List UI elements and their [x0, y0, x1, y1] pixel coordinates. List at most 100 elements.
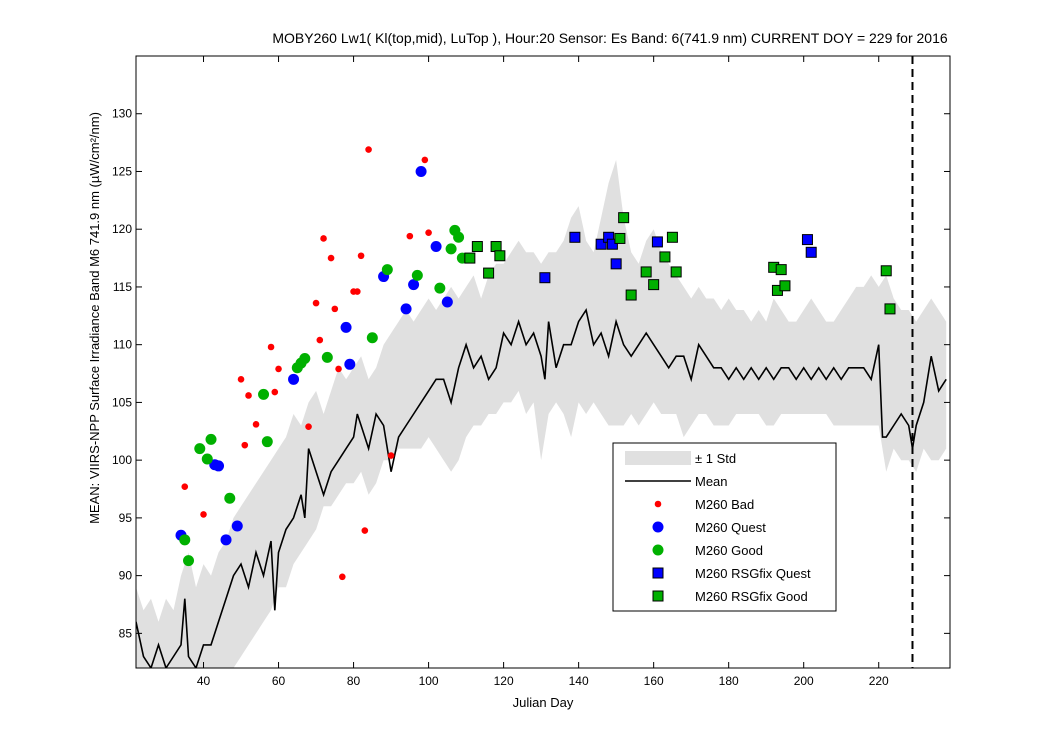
rsgfix-good-point: [614, 232, 626, 244]
legend-swatch-quest: [652, 521, 664, 533]
rsgfix-quest-point: [801, 234, 813, 246]
good-point: [183, 555, 195, 567]
quest-point: [231, 520, 243, 532]
x-tick-label: 60: [272, 674, 286, 688]
x-tick-label: 100: [419, 674, 439, 688]
legend-swatch-good: [652, 544, 664, 556]
quest-point: [400, 303, 412, 315]
bad-point: [339, 573, 346, 581]
quest-point: [441, 296, 453, 308]
bad-point: [241, 441, 249, 449]
good-point: [224, 492, 236, 504]
legend-label: M260 Quest: [695, 520, 766, 535]
legend-label: M260 RSGfix Good: [695, 589, 808, 604]
quest-point: [408, 279, 420, 291]
bad-point: [335, 365, 342, 373]
good-point: [194, 443, 206, 455]
bad-point: [421, 156, 429, 164]
bad-point: [361, 527, 369, 534]
rsgfix-quest-point: [539, 272, 551, 284]
rsgfix-good-point: [640, 266, 652, 278]
rsgfix-good-point: [618, 212, 630, 224]
rsgfix-good-point: [648, 279, 660, 291]
good-point: [179, 534, 191, 546]
legend-label: ± 1 Std: [695, 451, 736, 466]
y-tick-label: 90: [119, 569, 133, 583]
bad-point: [200, 511, 207, 518]
rsgfix-good-point: [471, 241, 483, 253]
x-tick-label: 160: [644, 674, 664, 688]
rsgfix-good-point: [494, 250, 506, 262]
quest-point: [213, 460, 225, 472]
good-point: [381, 264, 393, 276]
good-point: [434, 282, 446, 294]
bad-point: [365, 146, 372, 153]
x-axis-title: Julian Day: [513, 695, 574, 710]
good-point: [205, 433, 217, 445]
bad-point: [271, 388, 279, 396]
y-tick-label: 125: [112, 164, 132, 178]
quest-point: [340, 321, 352, 333]
bad-point: [387, 452, 395, 459]
quest-point: [220, 534, 232, 546]
bad-point: [275, 365, 282, 373]
legend-label: M260 Good: [695, 543, 763, 558]
legend-swatch-bad: [654, 500, 662, 508]
x-tick-label: 200: [794, 674, 814, 688]
bad-point: [252, 421, 260, 428]
rsgfix-good-point: [625, 289, 637, 301]
bad-point: [357, 252, 365, 260]
rsgfix-good-point: [779, 280, 791, 292]
chart-title: MOBY260 Lw1( Kl(top,mid), LuTop ), Hour:…: [272, 30, 948, 46]
legend-label: M260 Bad: [695, 497, 754, 512]
good-point: [321, 351, 333, 363]
rsgfix-good-point: [464, 252, 476, 264]
legend-swatch-std: [625, 451, 691, 465]
y-tick-label: 115: [113, 280, 132, 294]
legend-swatch-rsgfix-quest: [652, 567, 664, 579]
quest-point: [288, 373, 300, 385]
rsgfix-good-point: [670, 266, 682, 278]
y-tick-label: 105: [112, 395, 132, 409]
y-axis-title: MEAN: VIIRS-NPP Surface Irradiance Band …: [87, 112, 102, 524]
std-band-area: [136, 159, 947, 668]
legend-label: Mean: [695, 474, 728, 489]
y-tick-label: 85: [119, 626, 133, 640]
good-point: [299, 353, 311, 365]
rsgfix-good-point: [884, 303, 896, 315]
x-tick-label: 220: [869, 674, 889, 688]
rsgfix-quest-point: [805, 246, 817, 258]
legend-box: [612, 442, 837, 612]
legend-swatch-rsgfix-good: [652, 590, 664, 602]
y-tick-label: 95: [119, 511, 133, 525]
x-tick-label: 80: [347, 674, 361, 688]
rsgfix-good-point: [490, 241, 502, 253]
x-tick-label: 40: [197, 674, 211, 688]
good-point: [261, 436, 273, 448]
quest-point: [430, 241, 442, 253]
bad-point: [305, 423, 312, 430]
bad-point: [327, 254, 335, 262]
rsgfix-good-point: [659, 251, 671, 263]
rsgfix-quest-point: [606, 238, 618, 250]
y-tick-label: 120: [112, 222, 132, 236]
bad-point: [406, 232, 414, 240]
rsgfix-good-point: [666, 231, 678, 243]
rsgfix-good-point: [483, 267, 495, 279]
rsgfix-quest-point: [610, 258, 622, 270]
good-point: [453, 231, 465, 243]
bad-point: [237, 376, 245, 383]
y-tick-label: 100: [112, 453, 132, 467]
bad-point: [425, 229, 432, 236]
bad-point: [331, 305, 339, 313]
good-point: [366, 332, 378, 344]
bad-point: [312, 299, 320, 307]
mean-series-line: [136, 307, 947, 668]
x-tick-label: 180: [719, 674, 739, 688]
good-point: [445, 243, 457, 255]
quest-point: [344, 358, 356, 370]
bad-point: [354, 288, 361, 295]
bad-point: [316, 336, 324, 344]
rsgfix-quest-point: [651, 236, 663, 248]
